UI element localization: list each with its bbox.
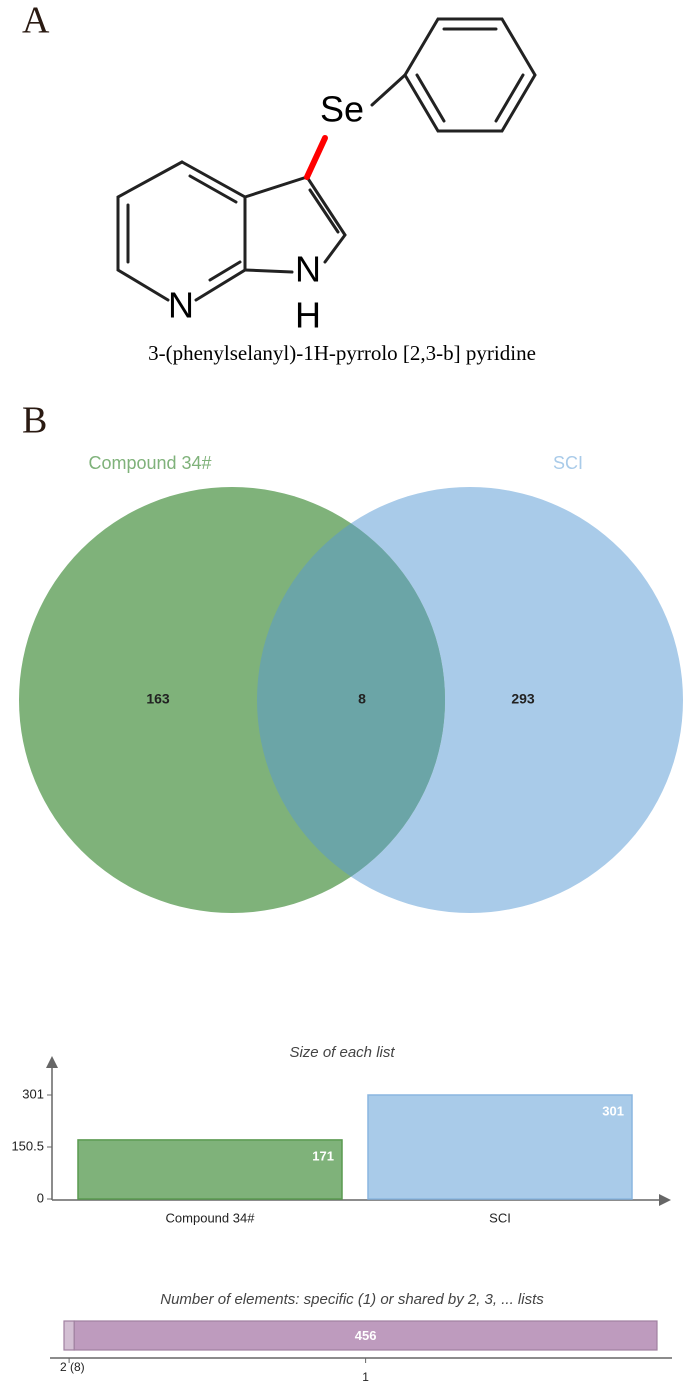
region-count: 163 — [146, 691, 170, 707]
region-count: 293 — [511, 691, 535, 707]
chart-title: Number of elements: specific (1) or shar… — [160, 1291, 544, 1308]
x-tick-label: 2 (8) — [60, 1360, 85, 1374]
value-label: 456 — [355, 1328, 377, 1343]
value-label: 301 — [602, 1103, 624, 1118]
bar-segment — [63, 1320, 75, 1351]
set-label: Compound 34# — [88, 453, 211, 473]
panel-label: B — [22, 400, 47, 442]
molecule: Se N N H — [116, 17, 537, 336]
bar-segment — [73, 1320, 658, 1351]
value-label: 171 — [312, 1148, 334, 1163]
x-tick-label: 1 — [362, 1370, 369, 1384]
panel-label: A — [22, 0, 50, 42]
bar — [367, 1094, 633, 1200]
venn-overlap — [257, 487, 445, 913]
chart-title: Size of each list — [289, 1044, 395, 1061]
x-tick-label: Compound 34# — [166, 1210, 256, 1225]
bar — [77, 1139, 343, 1200]
y-tick-label: 0 — [37, 1190, 44, 1205]
compound-name: 3-(phenylselanyl)-1H-pyrrolo [2,3-b] pyr… — [148, 341, 536, 365]
atom-label: N — [168, 285, 194, 326]
atom-label: N — [295, 249, 321, 290]
y-tick-label: 150.5 — [11, 1138, 44, 1153]
region-count: 8 — [358, 691, 366, 707]
y-tick-label: 301 — [22, 1086, 44, 1101]
set-label: SCI — [553, 453, 583, 473]
atom-label: Se — [320, 89, 364, 130]
atom-label: H — [295, 295, 321, 336]
x-tick-label: SCI — [489, 1210, 511, 1225]
